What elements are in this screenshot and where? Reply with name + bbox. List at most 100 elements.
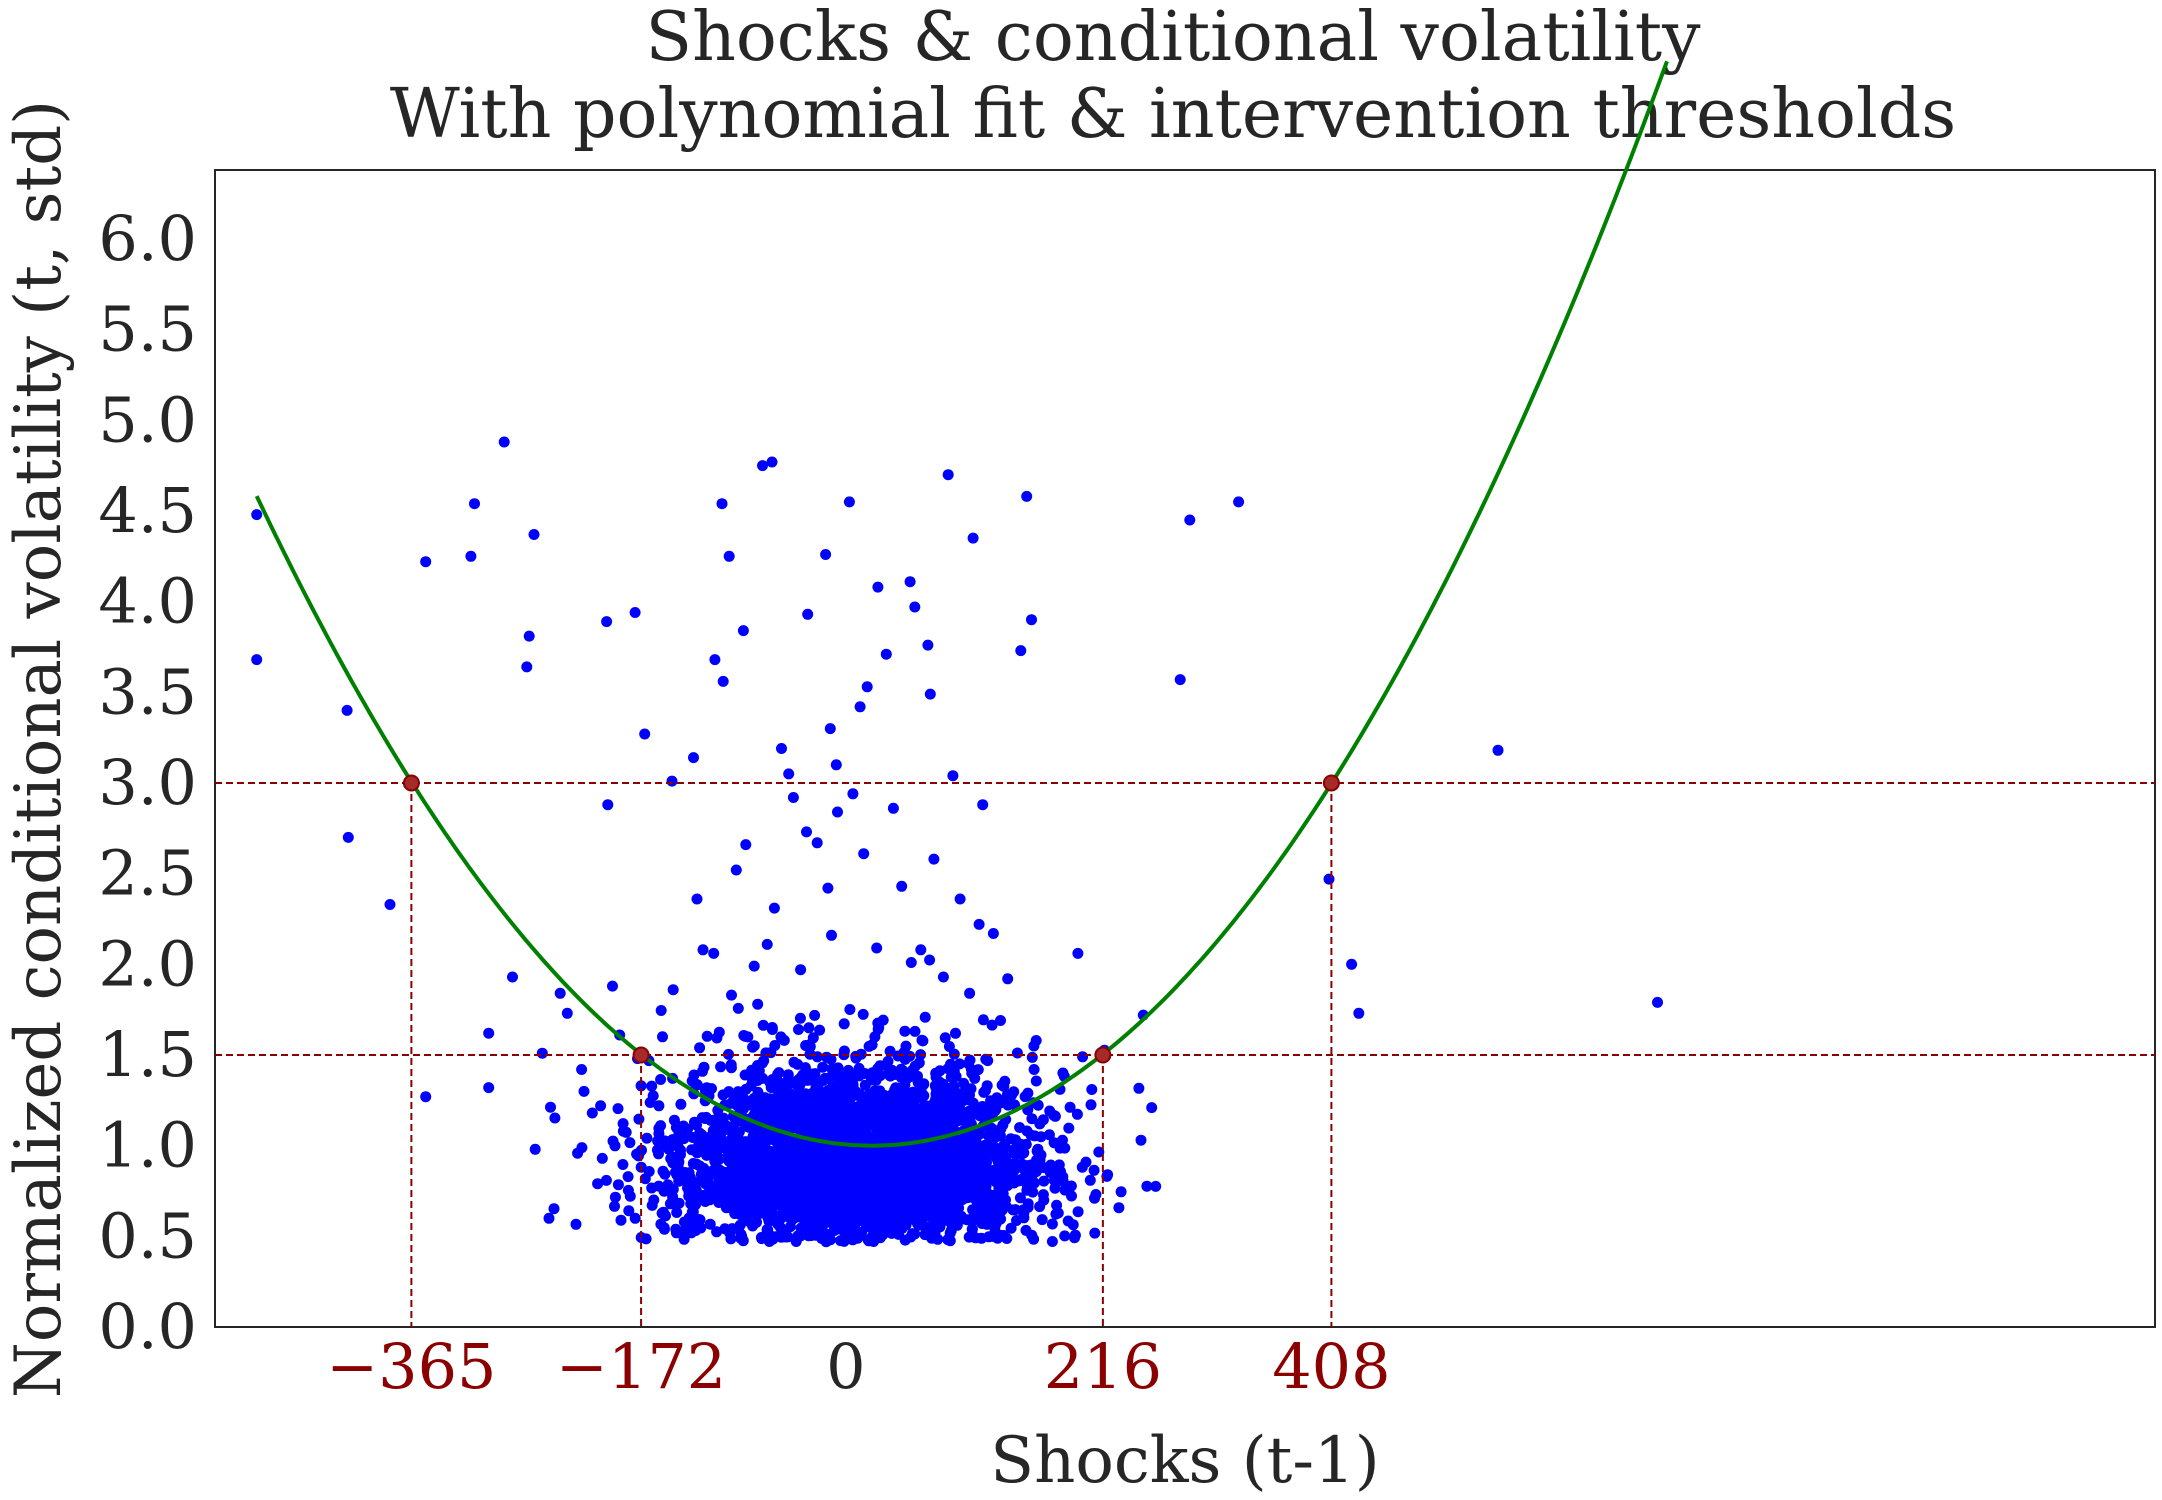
scatter-point — [1030, 1075, 1042, 1087]
scatter-point — [883, 1166, 895, 1178]
scatter-point — [727, 1135, 739, 1147]
scatter-point — [850, 1086, 862, 1098]
scatter-point — [712, 1128, 724, 1140]
scatter-point — [904, 576, 916, 588]
scatter-point — [987, 928, 999, 939]
scatter-point — [938, 1087, 950, 1099]
scatter-point — [756, 1196, 768, 1208]
scatter-point — [966, 1223, 978, 1235]
scatter-point — [1016, 1148, 1028, 1160]
scatter-point — [595, 1100, 607, 1112]
scatter-point — [596, 1152, 608, 1164]
scatter-point — [711, 1226, 723, 1238]
scatter-point — [1044, 1105, 1056, 1117]
scatter-point — [748, 960, 760, 972]
scatter-point — [953, 1088, 965, 1100]
scatter-point — [1043, 1129, 1055, 1141]
scatter-point — [762, 1204, 774, 1216]
scatter-point — [686, 1075, 698, 1087]
scatter-point — [1084, 1174, 1096, 1186]
scatter-point — [1113, 1202, 1125, 1214]
scatter-point — [866, 1039, 878, 1051]
scatter-point — [857, 1008, 869, 1020]
y-tick-label: 2.5 — [98, 837, 197, 910]
scatter-point — [639, 728, 651, 740]
scatter-point — [465, 550, 477, 562]
scatter-point — [926, 1116, 938, 1128]
scatter-point — [909, 1228, 921, 1240]
scatter-point — [939, 1032, 951, 1044]
scatter-point — [954, 1058, 966, 1070]
scatter-point — [751, 1216, 762, 1228]
y-tick-label: 4.5 — [98, 474, 197, 547]
scatter-point — [874, 1087, 886, 1099]
scatter-point — [667, 1183, 679, 1195]
scatter-point — [806, 1072, 817, 1084]
scatter-point — [786, 1154, 798, 1166]
scatter-point — [1046, 1236, 1058, 1247]
scatter-point — [1000, 1168, 1012, 1180]
scatter-point — [629, 607, 641, 618]
scatter-point — [653, 1100, 665, 1112]
scatter-point — [683, 1167, 695, 1179]
scatter-point — [800, 1040, 812, 1051]
threshold-point — [1322, 774, 1340, 792]
scatter-point — [937, 971, 949, 983]
scatter-point — [874, 1182, 886, 1194]
scatter-point — [1007, 1204, 1019, 1216]
scatter-point — [653, 1148, 664, 1160]
scatter-point — [777, 1195, 789, 1207]
scatter-point — [788, 1056, 800, 1068]
scatter-point — [715, 1061, 727, 1073]
y-tick-label: 4.0 — [98, 565, 197, 638]
scatter-point — [655, 1005, 667, 1016]
scatter-point — [752, 1075, 764, 1086]
scatter-point — [521, 661, 533, 673]
y-tick-label: 0.0 — [98, 1290, 197, 1363]
scatter-point — [835, 1220, 847, 1232]
x-tick-label: 408 — [1272, 1330, 1390, 1403]
scatter-point — [882, 1055, 894, 1067]
scatter-point — [928, 853, 940, 865]
scatter-point — [847, 1220, 858, 1232]
scatter-point — [675, 1149, 686, 1161]
scatter-point — [977, 799, 989, 811]
scatter-point — [420, 556, 432, 568]
threshold-point — [402, 774, 420, 792]
scatter-point — [678, 1133, 690, 1145]
scatter-point — [871, 942, 883, 954]
scatter-point — [785, 1198, 797, 1210]
scatter-point — [776, 1109, 788, 1121]
scatter-point — [766, 1231, 778, 1243]
scatter-point — [803, 1211, 815, 1223]
chart-title: Shocks & conditional volatility — [645, 0, 1701, 77]
scatter-point — [1002, 1099, 1014, 1111]
scatter-point — [904, 1094, 916, 1106]
scatter-point — [671, 1169, 683, 1181]
x-axis-label: Shocks (t-1) — [990, 1424, 1379, 1498]
scatter-point — [973, 918, 985, 930]
scatter-point — [1046, 1218, 1058, 1230]
scatter-point — [814, 1146, 826, 1158]
scatter-point — [341, 704, 353, 716]
scatter-point — [615, 1214, 627, 1226]
scatter-point — [612, 1103, 624, 1115]
scatter-point — [708, 947, 720, 959]
scatter-point — [748, 1040, 760, 1052]
scatter-point — [892, 1218, 904, 1230]
scatter-point — [773, 1156, 785, 1168]
scatter-point — [1063, 1122, 1075, 1134]
scatter-point — [717, 675, 729, 687]
scatter-point — [850, 1134, 862, 1146]
scatter-point — [725, 1233, 737, 1245]
scatter-point — [844, 1072, 856, 1084]
scatter-point — [744, 1151, 756, 1163]
scatter-point — [1030, 1035, 1042, 1046]
scatter-point — [776, 1133, 788, 1144]
scatter-point — [1011, 1215, 1022, 1226]
scatter-point — [1036, 1214, 1048, 1226]
scatter-point — [874, 1147, 885, 1159]
scatter-point — [777, 1203, 789, 1214]
scatter-point — [643, 1166, 655, 1177]
scatter-point — [909, 1180, 921, 1192]
